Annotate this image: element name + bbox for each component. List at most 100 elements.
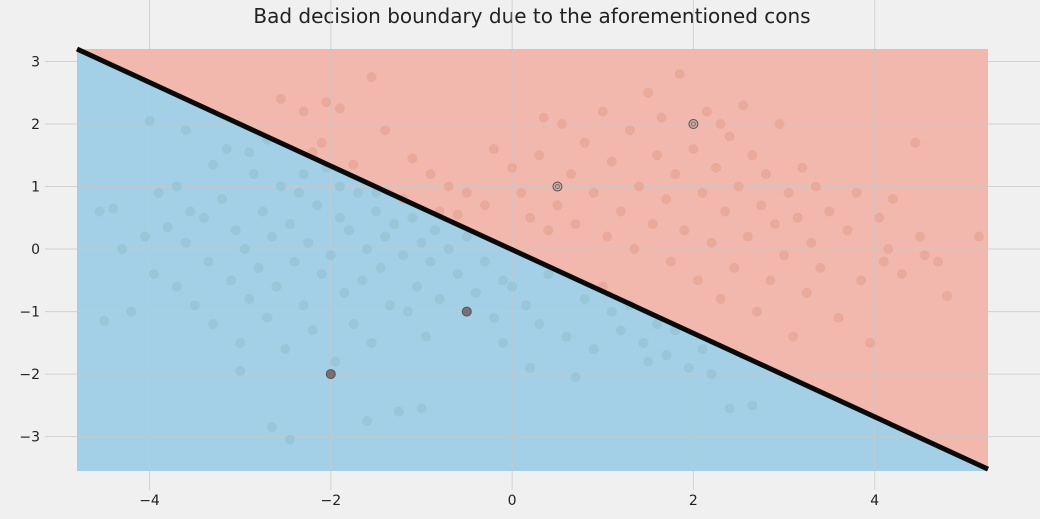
boundary-layer (75, 46, 990, 472)
data-point (248, 169, 259, 180)
data-point (756, 200, 767, 211)
data-point (606, 156, 617, 167)
data-point (697, 187, 708, 198)
data-point (271, 281, 282, 292)
data-point (262, 312, 273, 323)
data-point (339, 287, 350, 298)
data-point (108, 203, 119, 214)
data-point (856, 275, 867, 286)
data-point (760, 169, 771, 180)
data-point (294, 187, 305, 198)
y-tick-label: −2 (19, 367, 40, 383)
axes-labels: −4 −2 0 2 4 3 2 1 0 −1 −2 −3 (19, 55, 879, 509)
data-point (579, 137, 590, 148)
data-point (393, 406, 404, 417)
data-point (253, 262, 264, 273)
data-point (602, 231, 613, 242)
data-point (285, 219, 296, 230)
data-point (316, 269, 327, 280)
highlighted-point-marker (325, 369, 336, 380)
data-point (661, 194, 672, 205)
data-point (883, 244, 894, 255)
y-tick-label: −1 (19, 305, 40, 321)
data-point (461, 187, 472, 198)
data-point (217, 194, 228, 205)
data-point (670, 169, 681, 180)
data-point (806, 237, 817, 248)
data-point (334, 181, 345, 192)
data-point (688, 144, 699, 155)
data-point (235, 337, 246, 348)
data-point (366, 72, 377, 83)
data-point (334, 212, 345, 223)
data-point (235, 365, 246, 376)
data-point (334, 103, 345, 114)
data-point (783, 187, 794, 198)
data-point (507, 281, 518, 292)
data-point (629, 244, 640, 255)
data-point (375, 262, 386, 273)
data-point (570, 219, 581, 230)
data-point (597, 106, 608, 117)
data-point (411, 281, 422, 292)
data-point (833, 312, 844, 323)
decision-boundary-line (75, 46, 990, 472)
data-point (525, 212, 536, 223)
data-point (715, 294, 726, 305)
data-point (452, 209, 463, 220)
data-point (606, 306, 617, 317)
x-tick-label: −2 (320, 493, 341, 509)
data-point (692, 275, 703, 286)
data-point (525, 362, 536, 373)
data-point (275, 181, 286, 192)
highlighted-point (325, 369, 336, 380)
highlighted-point-ring (555, 184, 560, 189)
y-tick-label: 1 (31, 180, 40, 196)
data-point (498, 337, 509, 348)
data-point (779, 250, 790, 261)
data-point (348, 159, 359, 170)
data-point (198, 212, 209, 223)
data-point (643, 87, 654, 98)
data-point (425, 169, 436, 180)
data-point (180, 237, 191, 248)
data-point (747, 150, 758, 161)
data-point (661, 350, 672, 361)
data-point (656, 112, 667, 123)
data-point (389, 219, 400, 230)
highlighted-point-marker (552, 181, 563, 192)
data-point (416, 403, 427, 414)
data-point (117, 244, 128, 255)
data-point (561, 331, 572, 342)
data-point (280, 344, 291, 355)
highlight-layer (325, 119, 699, 380)
data-point (874, 212, 885, 223)
y-tick-label: 0 (31, 242, 40, 258)
data-point (303, 237, 314, 248)
data-point (896, 269, 907, 280)
data-point (851, 187, 862, 198)
data-point (774, 119, 785, 130)
x-tick-label: 2 (689, 493, 698, 509)
data-point (325, 250, 336, 261)
data-point (362, 415, 373, 426)
data-point (380, 125, 391, 136)
data-point (538, 112, 549, 123)
data-point (942, 290, 953, 301)
data-point (933, 256, 944, 267)
data-point (239, 244, 250, 255)
data-point (289, 256, 300, 267)
data-point (543, 269, 554, 280)
data-point (520, 300, 531, 311)
data-point (679, 225, 690, 236)
data-point (203, 256, 214, 267)
data-point (747, 400, 758, 411)
data-point (665, 256, 676, 267)
data-point (910, 137, 921, 148)
data-point (384, 300, 395, 311)
data-point (244, 294, 255, 305)
data-point (865, 337, 876, 348)
data-point (797, 162, 808, 173)
data-point (588, 344, 599, 355)
